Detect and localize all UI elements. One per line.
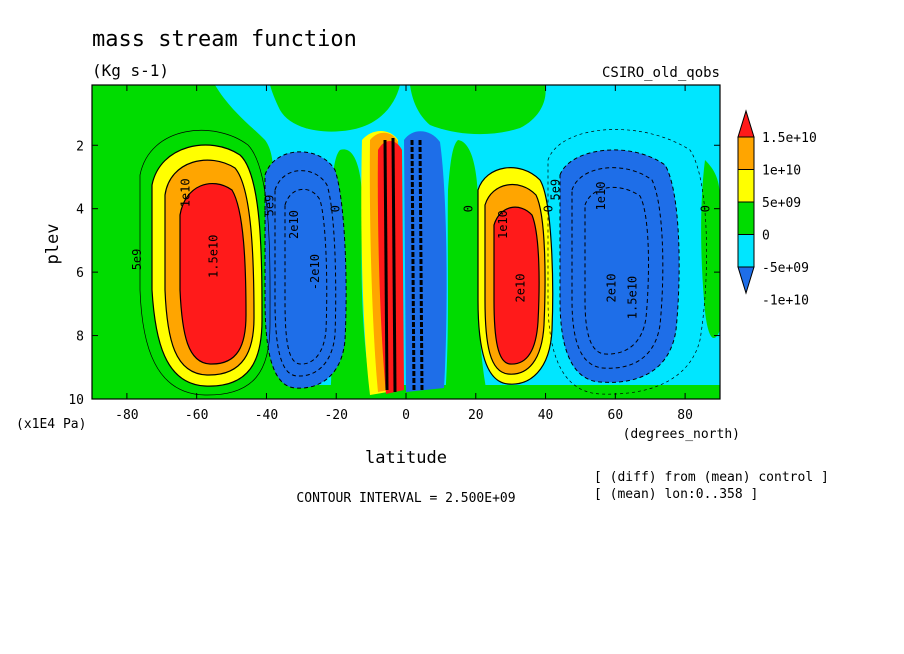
contour-eq-s-2 (391, 137, 397, 393)
contour-label: 5e9 (262, 195, 276, 217)
colorbar-swatch (737, 169, 755, 203)
contour-label: 2e10 (287, 210, 301, 239)
x-tick-label: -40 (255, 408, 278, 423)
colorbar-swatch (737, 234, 755, 268)
zero-region-top-center (270, 85, 400, 132)
colorbar-swatch (737, 201, 755, 235)
northern-negative-cell (560, 149, 680, 383)
x-tick-label: 20 (468, 408, 484, 423)
contour-solid-s (151, 144, 263, 387)
contour-label: 2e10 (604, 274, 618, 303)
contour-eq-n (410, 139, 416, 393)
colorbar-label: 1.5e+10 (762, 131, 817, 146)
contour-dashed-nn (559, 149, 680, 383)
y-tick-label: 2 (76, 139, 84, 154)
y-tick-label: 6 (76, 266, 84, 281)
contour-label: 1.5e10 (625, 276, 639, 319)
colorbar-arrow-max (737, 109, 755, 138)
colorbar-swatch (737, 136, 755, 170)
colorbar-label: 5e+09 (762, 196, 801, 211)
contour-label: -2e10 (308, 254, 322, 290)
y-axis-label: plev (43, 224, 63, 265)
x-tick-label: -60 (185, 408, 208, 423)
southern-negative-cell (265, 151, 347, 389)
cell-n-level-3 (494, 207, 540, 365)
x-tick-label: 0 (402, 408, 410, 423)
southern-positive-cell (152, 145, 262, 387)
contour-lines (139, 129, 707, 396)
x-axis-label: latitude (365, 448, 447, 468)
colorbar-label: 1e+10 (762, 164, 801, 179)
note-diff: [ (diff) from (mean) control ] (594, 470, 829, 485)
contour-label: 2e10 (514, 274, 528, 303)
contour-labels: 1e10 5e9 1.5e10 5e9 2e10 -2e10 0 0 1e10 2e10 0 5e9 1… (130, 178, 713, 319)
colorbar-label: -5e+09 (762, 261, 809, 276)
y-tick-label: 8 (76, 330, 84, 345)
contour-eq-s (383, 139, 389, 391)
x-axis: -80 -60 -40 -20 0 20 40 60 80 (115, 85, 693, 423)
cell-eq-blue-n (404, 131, 447, 392)
chart-subtitle: (Kg s-1) (92, 61, 169, 80)
colorbar-label: 0 (762, 229, 770, 244)
contour-solid-s-3 (179, 182, 247, 365)
x-tick-label: 60 (608, 408, 624, 423)
colorbar: 1.5e+10 1e+10 5e+09 0 -5e+09 -1e+10 (737, 109, 817, 309)
cell-nn-level-1 (560, 149, 680, 383)
zero-region-north-polar (701, 160, 720, 339)
contour-dashed-sn (264, 151, 347, 389)
contour-label: 0 (461, 205, 475, 212)
zero-region-top-right (410, 85, 546, 135)
plot-area: 1e10 5e9 1.5e10 5e9 2e10 -2e10 0 0 1e10 2e10 0 5e9 1… (92, 85, 720, 399)
contour-label: 0 (542, 205, 556, 212)
contour-label: 5e9 (549, 179, 563, 201)
y-tick-label: 10 (68, 393, 84, 408)
y-tick-label: 4 (76, 203, 84, 218)
contour-dashed-nn-2 (571, 167, 664, 369)
contour-solid-n-2 (484, 184, 546, 375)
contour-solid-n-3 (493, 206, 540, 365)
y-axis: 2 4 6 8 10 (68, 139, 720, 408)
x-tick-label: -20 (324, 408, 347, 423)
x-axis-unit: (degrees_north) (623, 427, 740, 442)
x-tick-label: 40 (538, 408, 554, 423)
x-tick-label: -80 (115, 408, 138, 423)
contour-interval: CONTOUR INTERVAL = 2.500E+09 (296, 491, 515, 506)
contour-thin-s (139, 129, 271, 396)
contour-label: 5e9 (130, 249, 144, 271)
chart-title: mass stream function (92, 27, 357, 52)
cell-s-level-3 (180, 183, 246, 365)
contour-solid-s-2 (164, 159, 255, 376)
y-axis-unit: (x1E4 Pa) (16, 417, 86, 432)
note-mean: [ (mean) lon:0..358 ] (594, 487, 758, 502)
contour-thin-n (547, 129, 707, 395)
contour-dashed-sn-2 (274, 170, 337, 377)
contour-solid-n (477, 167, 554, 385)
contour-label: 0 (329, 205, 343, 212)
contour-label: 0 (699, 205, 713, 212)
contour-dashed-nn-3 (584, 186, 649, 355)
colorbar-label: -1e+10 (762, 294, 809, 309)
cell-sn-level-1 (265, 151, 347, 389)
zero-region-mid-north (445, 140, 488, 399)
contour-dashed-sn-3 (284, 188, 328, 365)
x-tick-label: 80 (677, 408, 693, 423)
contour-eq-n-2 (418, 139, 424, 393)
colorbar-arrow-min (737, 266, 755, 295)
contour-label: 1.5e10 (207, 235, 221, 278)
contour-label: 1e10 (496, 210, 510, 239)
model-label: CSIRO_old_qobs (602, 65, 720, 81)
contour-label: 1e10 (594, 182, 608, 211)
contour-label: 1e10 (179, 178, 193, 207)
